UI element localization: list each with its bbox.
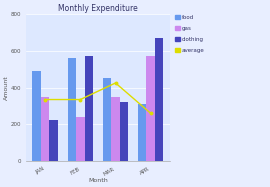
Bar [49, 120, 58, 161]
Bar [103, 78, 111, 161]
Title: Monthly Expenditure: Monthly Expenditure [58, 4, 138, 13]
X-axis label: Month: Month [88, 178, 108, 183]
Bar [138, 104, 147, 161]
Bar [120, 102, 128, 161]
Bar [41, 97, 49, 161]
Bar [76, 117, 85, 161]
Y-axis label: Amount: Amount [4, 75, 9, 100]
Bar [147, 56, 155, 161]
Bar [155, 38, 163, 161]
Bar [32, 71, 41, 161]
Bar [85, 56, 93, 161]
Bar [111, 97, 120, 161]
Legend: food, gas, clothing, average: food, gas, clothing, average [174, 14, 206, 54]
Bar [68, 58, 76, 161]
